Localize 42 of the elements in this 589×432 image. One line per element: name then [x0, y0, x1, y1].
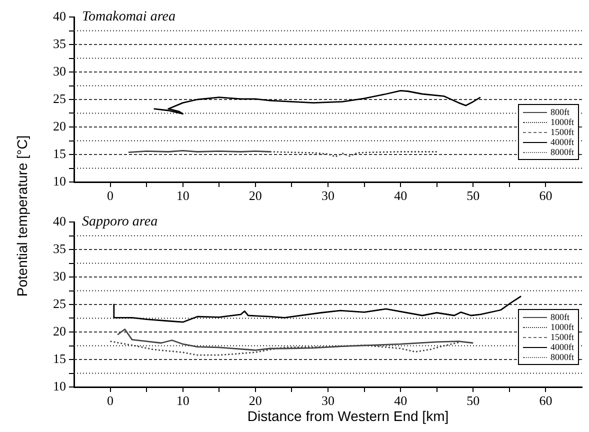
x-tick-label: 50 [466, 188, 480, 204]
y-tick-label: 10 [53, 173, 66, 188]
chart-title: Tomakomai area [82, 10, 176, 25]
legend-label: 1000ft [550, 117, 574, 127]
y-tick-label: 10 [53, 378, 66, 394]
y-tick-label: 35 [53, 240, 66, 256]
x-tick-label: 30 [322, 393, 334, 408]
legend-label: 800ft [550, 312, 570, 322]
x-tick-label: 10 [176, 188, 190, 204]
legend-label: 1500ft [550, 332, 574, 342]
y-tick-label: 35 [53, 36, 66, 51]
x-tick-label: 50 [466, 393, 480, 408]
x-tick-label: 30 [322, 188, 334, 204]
y-tick-label: 40 [53, 8, 66, 24]
x-tick-label: 10 [176, 393, 190, 408]
x-tick-label: 60 [539, 393, 552, 408]
legend-label: 8000ft [550, 147, 574, 157]
y-tick-label: 20 [53, 323, 66, 338]
legend-label: 1500ft [550, 127, 574, 137]
legend-label: 8000ft [550, 352, 574, 362]
y-tick-label: 30 [53, 268, 66, 284]
y-tick-label: 15 [53, 350, 66, 366]
y-tick-label: 20 [53, 118, 66, 134]
chart-title: Sapporo area [82, 214, 158, 230]
x-tick-label: 20 [248, 188, 262, 204]
legend-label: 800ft [550, 107, 570, 117]
x-tick-label: 40 [394, 188, 408, 204]
x-tick-label: 0 [107, 188, 114, 204]
legend-label: 1000ft [550, 322, 574, 332]
y-tick-label: 25 [53, 296, 66, 311]
y-axis-title: Potential temperature [°C] [14, 135, 30, 297]
x-tick-label: 20 [248, 393, 262, 408]
x-tick-label: 0 [107, 393, 114, 408]
y-tick-label: 15 [53, 146, 66, 161]
legend-label: 4000ft [550, 137, 574, 147]
y-tick-label: 40 [53, 213, 66, 228]
y-tick-label: 30 [53, 63, 66, 78]
x-axis-title: Distance from Western End [km] [246, 408, 450, 424]
x-tick-label: 60 [539, 188, 552, 204]
x-tick-label: 40 [394, 393, 408, 408]
legend-label: 4000ft [550, 342, 574, 352]
y-tick-label: 25 [53, 90, 66, 106]
